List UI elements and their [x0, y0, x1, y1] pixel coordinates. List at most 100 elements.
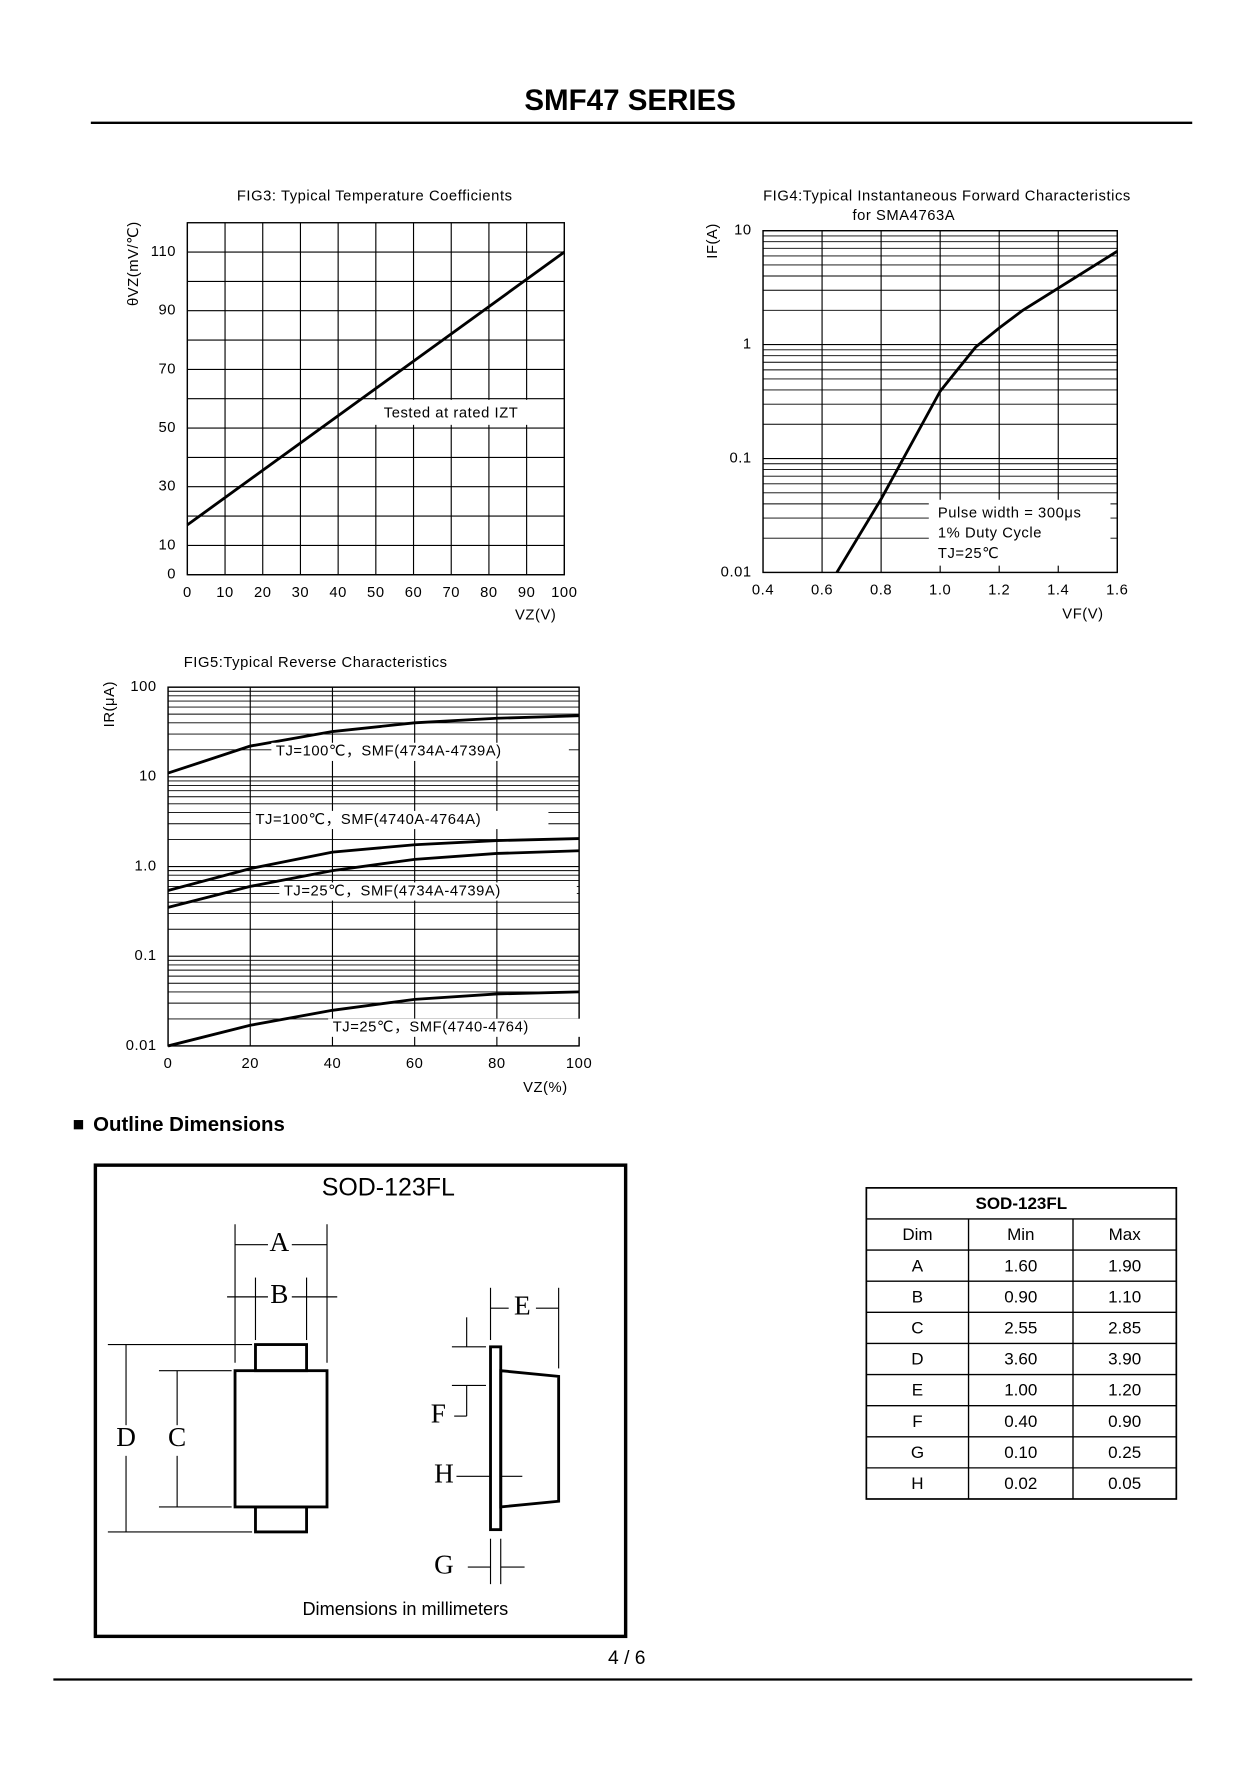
data-line	[835, 250, 1119, 574]
table-cell: 0.90	[1108, 1412, 1141, 1431]
table-cell: B	[912, 1287, 923, 1306]
x-tick-label: 60	[406, 1056, 424, 1072]
table-cell: C	[911, 1319, 923, 1338]
y-tick-label: 1	[743, 337, 752, 353]
y-tick-label: 90	[158, 303, 176, 319]
label-background	[271, 742, 569, 761]
y-axis-label: IF(A)	[705, 223, 721, 259]
y-tick-label: 0.1	[134, 948, 156, 964]
table-cell: D	[911, 1350, 923, 1369]
chart: FIG3: Typical Temperature Coefficients θV…	[126, 189, 577, 624]
dim-label: C	[168, 1422, 186, 1452]
section-heading: Outline Dimensions	[93, 1114, 285, 1136]
label-background	[250, 810, 549, 830]
data-line	[167, 849, 580, 909]
table-cell: 3.60	[1004, 1350, 1037, 1369]
y-tick-label: 1.0	[134, 858, 156, 874]
plot-frame	[167, 686, 580, 1047]
series-label: TJ=100℃，SMF(4734A-4739A)	[276, 744, 502, 760]
x-axis-label: VF(V)	[1062, 606, 1103, 622]
table-cell: 3.90	[1108, 1350, 1141, 1369]
table-cell: 0.25	[1108, 1443, 1141, 1462]
chart-title: FIG5:Typical Reverse Characteristics	[184, 655, 448, 671]
x-tick-label: 80	[488, 1056, 506, 1072]
x-axis-label: VZ(V)	[515, 608, 556, 624]
package-name: SOD-123FL	[322, 1174, 455, 1202]
label-background	[279, 882, 577, 901]
x-tick-label: 10	[216, 585, 234, 601]
label-background	[328, 1018, 626, 1037]
table-cell: 1.10	[1108, 1287, 1141, 1306]
plot-frame	[762, 230, 1118, 574]
outline-frame	[93, 1163, 628, 1639]
y-axis-label: θVZ(mV/℃)	[126, 221, 142, 306]
table-title: SOD-123FL	[975, 1194, 1067, 1213]
chart-title: FIG4:Typical Instantaneous Forward Chara…	[763, 189, 1131, 205]
table-cell: 1.90	[1108, 1256, 1141, 1275]
x-tick-label: 1.0	[929, 583, 951, 599]
table-cell: 2.55	[1004, 1319, 1037, 1338]
dimension-note: Dimensions in millimeters	[302, 1599, 508, 1619]
y-tick-label: 50	[158, 420, 176, 436]
x-tick-label: 100	[566, 1056, 592, 1072]
plot-frame	[186, 222, 566, 576]
bullet: ■	[73, 1115, 85, 1136]
y-tick-label: 30	[158, 479, 176, 495]
x-tick-label: 1.2	[988, 583, 1010, 599]
y-tick-label: 0.01	[126, 1038, 157, 1054]
table-cell: 0.05	[1108, 1474, 1141, 1493]
y-tick-label: 10	[734, 223, 752, 239]
y-tick-label: 0.01	[721, 564, 752, 580]
table-cell: 2.85	[1108, 1319, 1141, 1338]
dim-label: G	[434, 1549, 454, 1579]
y-tick-label: 110	[151, 244, 176, 260]
data-line	[167, 714, 580, 775]
table-cell: E	[912, 1381, 923, 1400]
page-number: 4 / 6	[608, 1648, 646, 1669]
dim-label: A	[269, 1227, 289, 1257]
x-tick-label: 70	[442, 585, 460, 601]
series-label: TJ=25℃，SMF(4734A-4739A)	[284, 883, 501, 899]
x-tick-label: 0	[183, 585, 192, 601]
table-cell: 1.00	[1004, 1381, 1037, 1400]
table-cell: 0.90	[1004, 1287, 1037, 1306]
y-tick-label: 0	[167, 567, 176, 583]
x-tick-label: 60	[405, 585, 423, 601]
dim-label: F	[431, 1398, 446, 1428]
x-tick-label: 0.4	[752, 583, 774, 599]
table-cell: G	[911, 1443, 924, 1462]
chart-title: FIG3: Typical Temperature Coefficients	[237, 189, 513, 205]
x-tick-label: 90	[518, 585, 536, 601]
dim-label: D	[116, 1422, 136, 1452]
table-cell: F	[912, 1412, 922, 1431]
table-cell: 0.40	[1004, 1412, 1037, 1431]
table-cell: 0.02	[1004, 1474, 1037, 1493]
y-tick-label: 0.1	[729, 450, 751, 466]
x-tick-label: 30	[292, 585, 310, 601]
dimension-table: SOD-123FL Dim Min Max A 1.60 1.90 B 0.90 1.10 C 2.5…	[865, 1187, 1178, 1500]
y-tick-label: 10	[139, 769, 157, 785]
annotation: Pulse width = 300μs	[938, 505, 1082, 521]
x-tick-label: 20	[254, 585, 272, 601]
series-label: TJ=25℃，SMF(4740-4764)	[333, 1020, 529, 1036]
annotation: 1% Duty Cycle	[938, 526, 1042, 542]
data-line	[167, 990, 580, 1048]
body-side-view	[499, 1369, 561, 1509]
x-tick-label: 100	[551, 585, 577, 601]
x-tick-label: 1.6	[1106, 583, 1128, 599]
x-tick-label: 0.6	[811, 583, 833, 599]
table-cell: 1.60	[1004, 1256, 1037, 1275]
table-cell: A	[912, 1256, 924, 1275]
table-cell: 0.10	[1004, 1443, 1037, 1462]
series-label: TJ=100℃，SMF(4740A-4764A)	[255, 812, 481, 828]
outline-section: ■ Outline Dimensions SOD-123FL	[73, 1114, 628, 1639]
x-tick-label: 20	[241, 1056, 259, 1072]
table-header: Dim	[902, 1225, 932, 1244]
y-tick-label: 100	[130, 679, 156, 695]
x-axis-label: VZ(%)	[523, 1080, 568, 1096]
data-line	[186, 250, 566, 527]
table-header: Max	[1109, 1225, 1142, 1244]
dim-label: B	[270, 1279, 288, 1309]
dim-label: H	[434, 1459, 454, 1489]
